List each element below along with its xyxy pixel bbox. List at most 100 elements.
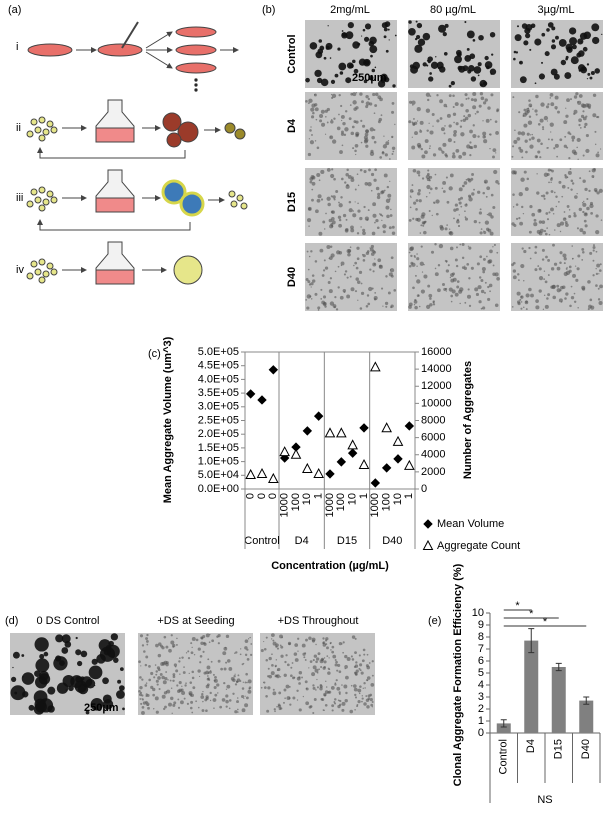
cell-aggregate [290,674,293,678]
cell-aggregate [354,261,358,265]
cell-aggregate [372,262,377,267]
cell-aggregate [276,647,280,650]
cell-aggregate [585,103,590,108]
cell-aggregate [390,208,392,211]
cell-aggregate [354,188,357,191]
cell-aggregate [576,137,581,143]
micrograph [408,92,500,160]
cell-aggregate [376,195,381,200]
cell-aggregate [214,675,217,679]
data-point [347,439,358,450]
cell-aggregate [571,245,574,247]
cell-aggregate [464,265,466,267]
cell-aggregate [324,305,327,308]
cell-aggregate [483,139,488,144]
cell-aggregate [569,168,572,170]
cell-aggregate [520,301,523,303]
cell-aggregate [353,264,355,267]
cell-aggregate [191,711,194,714]
cell-aggregate [444,125,446,127]
cell-aggregate [350,92,354,96]
cell-aggregate [306,250,309,253]
cell-aggregate [190,642,193,645]
cell-aggregate [277,703,281,707]
cell-aggregate [317,306,321,310]
cell-aggregate [158,687,161,691]
cell-aggregate [414,44,423,53]
cell-aggregate [146,643,149,646]
cell-aggregate [381,287,384,290]
cell-aggregate [337,699,340,702]
cell-aggregate [566,98,570,103]
cell-aggregate [364,687,366,689]
cell-aggregate [323,692,327,697]
cell-aggregate [451,289,456,294]
cell-aggregate [569,304,572,308]
cell-aggregate [410,196,412,199]
cell-aggregate [308,98,313,103]
cell-aggregate [344,110,348,113]
cell-aggregate [274,710,276,713]
x-tick-label: 1 [403,493,415,499]
cell-aggregate [217,659,221,663]
cell-aggregate [488,283,493,288]
cell-aggregate [577,306,579,309]
cell-aggregate [592,249,595,252]
cell-aggregate [517,131,522,135]
cell-aggregate [338,93,341,97]
cell-aggregate [244,703,249,708]
cell-aggregate [557,110,560,114]
cell-aggregate [341,119,343,122]
cell-aggregate [554,229,556,231]
cell-aggregate [321,122,326,127]
cell-aggregate [558,180,562,184]
cell-aggregate [39,654,45,660]
cell-aggregate [452,94,455,97]
cell-aggregate [325,680,327,682]
cell-aggregate [173,663,178,667]
cell-aggregate [374,104,378,107]
cell-aggregate [419,261,424,266]
cell-aggregate [540,142,543,146]
cell-aggregate [205,670,210,675]
cell-aggregate [197,669,201,673]
cell-aggregate [450,300,453,303]
cell-aggregate [309,42,318,50]
cell-aggregate [455,264,459,268]
cell-aggregate [352,210,354,212]
cell-aggregate [359,168,363,172]
cell-aggregate [563,257,567,261]
cell-aggregate [250,653,253,657]
cell-aggregate [556,155,559,158]
cell-aggregate [490,93,494,97]
cell-aggregate [592,244,595,247]
cell-aggregate [470,98,474,102]
cell-aggregate [389,268,395,273]
cell-aggregate [414,298,417,302]
cell-aggregate [443,51,448,56]
cell-aggregate [324,133,327,135]
cell-aggregate [555,108,557,110]
cell-aggregate [438,243,444,249]
cell-aggregate [349,275,352,278]
bar [579,700,594,733]
data-point [245,468,256,479]
cell-aggregate [445,176,448,179]
cell-aggregate [350,225,354,230]
cell-aggregate [249,636,251,639]
cell-aggregate [340,132,345,136]
cell-aggregate [327,25,329,27]
cell-aggregate [441,282,445,286]
cell-aggregate [589,251,593,255]
cell-aggregate [570,98,572,101]
cell-aggregate [366,218,369,221]
cell-aggregate [371,660,374,663]
cell-aggregate [178,660,181,663]
cell-aggregate [163,707,166,711]
cell-aggregate [331,704,335,708]
cell-aggregate [223,667,227,671]
cell-aggregate [534,38,542,46]
cell-aggregate [571,135,576,140]
cell-aggregate [418,199,422,203]
cell-aggregate [286,663,290,667]
